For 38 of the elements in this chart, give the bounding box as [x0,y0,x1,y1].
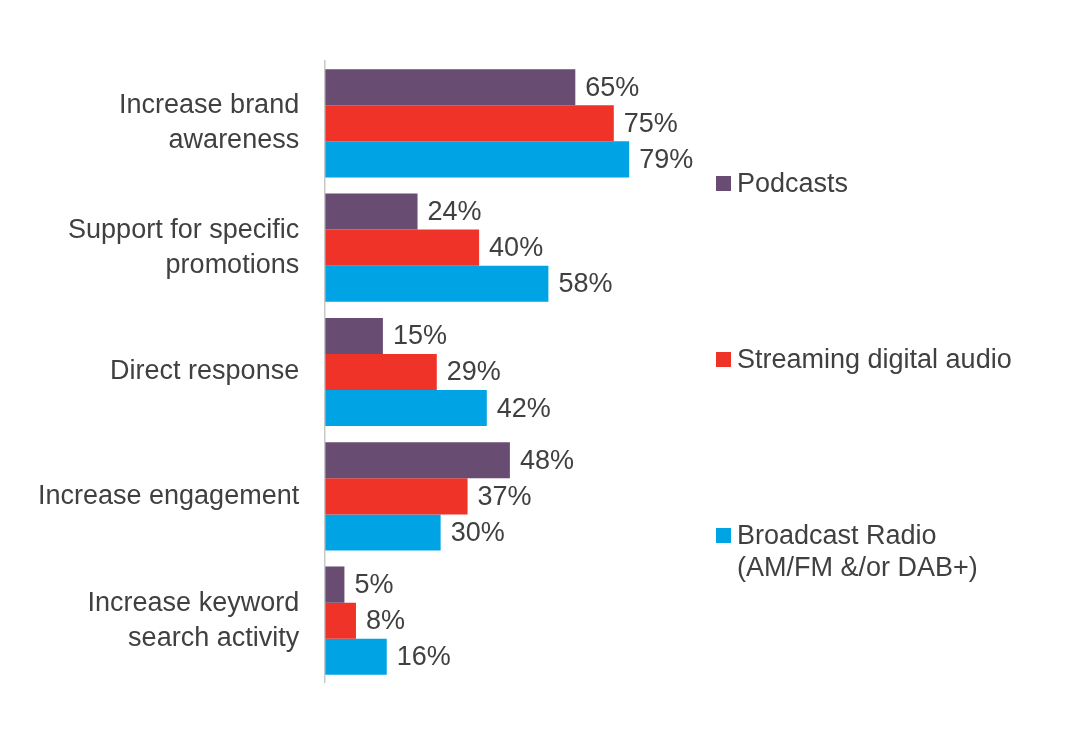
data-label: 24% [427,196,482,227]
y-tick-label: Increase keyword search activity [87,586,300,652]
data-label: 40% [489,232,544,263]
data-label: 42% [496,392,551,423]
bar [325,141,630,178]
bar [325,602,356,639]
data-label: 37% [477,480,532,511]
legend-label: Podcasts [737,167,849,199]
bar [325,193,418,230]
data-label: 16% [396,641,451,672]
data-label: 29% [446,356,501,387]
data-label: 8% [365,605,405,636]
data-label: 30% [450,516,505,547]
bar [325,229,480,266]
bar [325,105,614,142]
data-label: 48% [519,444,574,475]
y-tick-label: Support for specific promotions [68,213,300,279]
bar [325,514,441,551]
bar [325,478,468,515]
bar [325,566,345,603]
y-tick-label: Increase brand awareness [119,89,300,155]
y-tick-label: Increase engagement [37,479,300,510]
data-label: 5% [354,569,394,600]
bar [325,69,576,106]
bar [325,265,549,302]
bar [325,638,387,675]
data-label: 79% [639,143,694,174]
data-label: 65% [585,71,640,102]
bar [325,390,487,427]
y-tick-label: Direct response [110,355,300,386]
bar [325,317,383,354]
bar [325,353,437,391]
data-label: 58% [558,268,613,299]
data-label: 15% [392,320,447,351]
bar [325,442,510,479]
data-label: 75% [623,107,678,138]
legend-label: Broadcast Radio (AM/FM &/or DAB+) [737,519,979,583]
legend-label: Streaming digital audio [737,343,1012,375]
